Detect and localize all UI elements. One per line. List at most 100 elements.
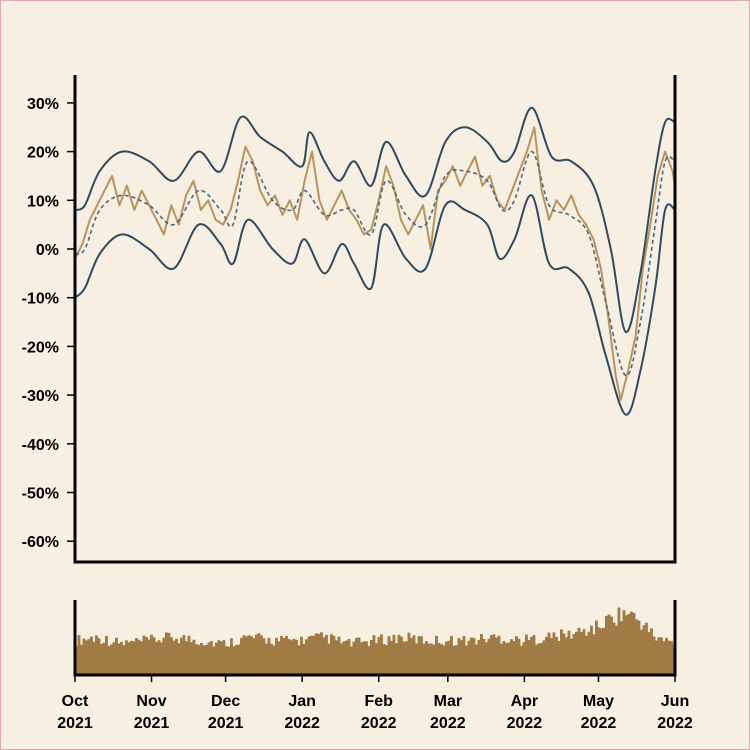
volume-bar: [600, 628, 603, 675]
volume-bar: [205, 644, 208, 675]
volume-bar: [240, 637, 243, 675]
volume-bar: [667, 640, 671, 675]
volume-bar: [317, 633, 321, 675]
volume-bar: [107, 645, 111, 675]
y-tick-label: -20%: [22, 339, 59, 356]
x-tick-month: Jan: [288, 693, 316, 710]
volume-bar: [290, 640, 293, 675]
volume-bar: [440, 644, 443, 675]
volume-bar: [562, 633, 566, 675]
volume-bar: [115, 637, 118, 675]
volume-bar: [465, 645, 468, 675]
volume-bar: [555, 636, 558, 675]
volume-bar: [510, 639, 513, 675]
volume-bar: [342, 641, 346, 675]
y-tick-label: -40%: [22, 437, 59, 454]
volume-bar: [257, 633, 261, 675]
x-tick-label: Apr 2022: [507, 693, 543, 732]
y-tick-label: -30%: [22, 388, 59, 405]
volume-bar: [382, 644, 386, 675]
volume-bar: [625, 615, 628, 675]
volume-bar: [195, 644, 198, 675]
volume-bar: [512, 641, 516, 675]
volume-bar: [140, 641, 143, 675]
volume-bar: [557, 641, 561, 675]
volume-bar: [125, 640, 128, 675]
x-tick-year: 2022: [361, 715, 397, 732]
volume-bar: [265, 643, 268, 675]
volume-bar: [417, 636, 421, 675]
x-tick-month: May: [583, 693, 614, 710]
x-tick-label: May 2022: [581, 693, 617, 732]
volume-bar: [390, 640, 393, 675]
x-tick-month: Dec: [211, 693, 240, 710]
volume-bar: [545, 636, 548, 675]
volume-bar: [402, 641, 406, 675]
volume-bar: [655, 640, 658, 675]
volume-bar: [172, 640, 176, 675]
volume-bar: [82, 638, 86, 675]
x-tick-year: 2022: [284, 715, 320, 732]
volume-bar: [337, 636, 341, 675]
x-tick-year: 2022: [657, 715, 693, 732]
volume-bar: [597, 627, 601, 675]
volume-bar: [422, 643, 426, 675]
volume-bar: [132, 641, 136, 675]
volume-bar: [270, 643, 273, 675]
volume-bar: [475, 644, 478, 675]
x-tick-month: Nov: [136, 693, 166, 710]
volume-bar: [615, 625, 618, 675]
volume-bar: [447, 640, 451, 675]
volume-bar: [507, 642, 511, 675]
volume-bar: [340, 643, 343, 675]
volume-bar: [312, 635, 316, 675]
volume-bar: [357, 637, 361, 675]
volume-bar: [112, 642, 116, 675]
x-tick-label: Nov 2021: [134, 693, 170, 732]
volume-plot: [75, 607, 676, 675]
volume-bar: [482, 638, 486, 675]
volume-bar: [500, 643, 503, 675]
volume-bar: [490, 635, 493, 675]
volume-bar: [442, 645, 446, 675]
volume-bar: [592, 634, 596, 675]
x-tick-month: Apr: [511, 693, 539, 710]
volume-bar: [632, 612, 636, 675]
volume-bar: [492, 634, 496, 675]
volume-bar: [377, 637, 381, 675]
volume-bar: [580, 632, 583, 675]
volume-bar: [645, 622, 648, 675]
volume-bar: [147, 639, 151, 675]
volume-bar: [432, 644, 436, 675]
volume-bar: [242, 635, 246, 675]
volume-bar: [570, 638, 573, 675]
volume-bar: [410, 637, 413, 675]
volume-bar: [110, 644, 113, 675]
price-series-layer: [74, 126, 676, 401]
volume-bar: [635, 619, 638, 675]
volume-bar: [542, 640, 546, 675]
volume-bar: [470, 637, 473, 675]
volume-bar: [617, 607, 621, 675]
volume-bar: [385, 645, 388, 675]
volume-bar: [585, 635, 588, 675]
volume-bar: [530, 636, 533, 675]
volume-bar: [605, 615, 608, 675]
volume-bar: [197, 644, 201, 675]
volume-bar: [282, 638, 286, 675]
volume-bar: [130, 640, 133, 675]
x-tick-label: Jun 2022: [657, 693, 693, 732]
volume-bar: [590, 625, 593, 675]
volume-bar: [230, 638, 233, 675]
volume-bar: [297, 645, 301, 675]
volume-bar: [320, 632, 323, 675]
volume-bar: [375, 643, 378, 675]
volume-bar: [135, 638, 138, 675]
volume-bar: [455, 645, 458, 675]
volume-bar: [182, 635, 186, 675]
volume-bar: [87, 639, 91, 675]
volume-bar: [345, 640, 348, 675]
volume-bar: [567, 630, 571, 675]
volume-bar: [540, 642, 543, 675]
volume-bar: [405, 641, 408, 675]
